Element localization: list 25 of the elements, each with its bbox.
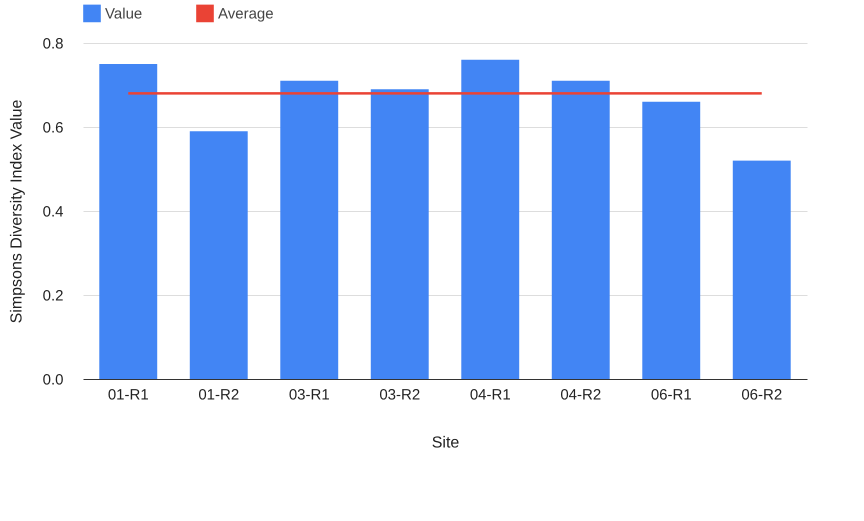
bar [642, 102, 700, 379]
bar [461, 60, 520, 379]
x-tick-label: 01-R2 [198, 386, 240, 404]
bar [552, 80, 610, 379]
bar [370, 89, 429, 379]
y-tick-label: 0.4 [42, 204, 64, 220]
x-tick-label: 03-R1 [288, 386, 330, 404]
x-tick-label: 04-R1 [470, 386, 511, 404]
x-axis-title: Site [432, 434, 460, 452]
bar [280, 80, 338, 379]
x-tick-label: 06-R1 [650, 386, 692, 404]
x-tick-label: 03-R2 [379, 386, 420, 404]
x-tick-label: 06-R2 [741, 386, 782, 404]
y-tick-label: 0.2 [42, 288, 64, 304]
bar [732, 160, 791, 379]
x-tick-label: 01-R1 [108, 386, 149, 404]
bar [190, 131, 248, 379]
y-tick-label: 0.6 [42, 120, 64, 136]
legend-label: Value [105, 5, 142, 22]
y-tick-label: 0.0 [42, 372, 64, 388]
legend-label: Average [218, 5, 274, 22]
x-tick-label: 04-R2 [560, 386, 602, 404]
bar [99, 64, 158, 379]
y-axis-title: Simpsons Diversity Index Value [8, 100, 26, 324]
y-tick-label: 0.8 [42, 36, 64, 52]
